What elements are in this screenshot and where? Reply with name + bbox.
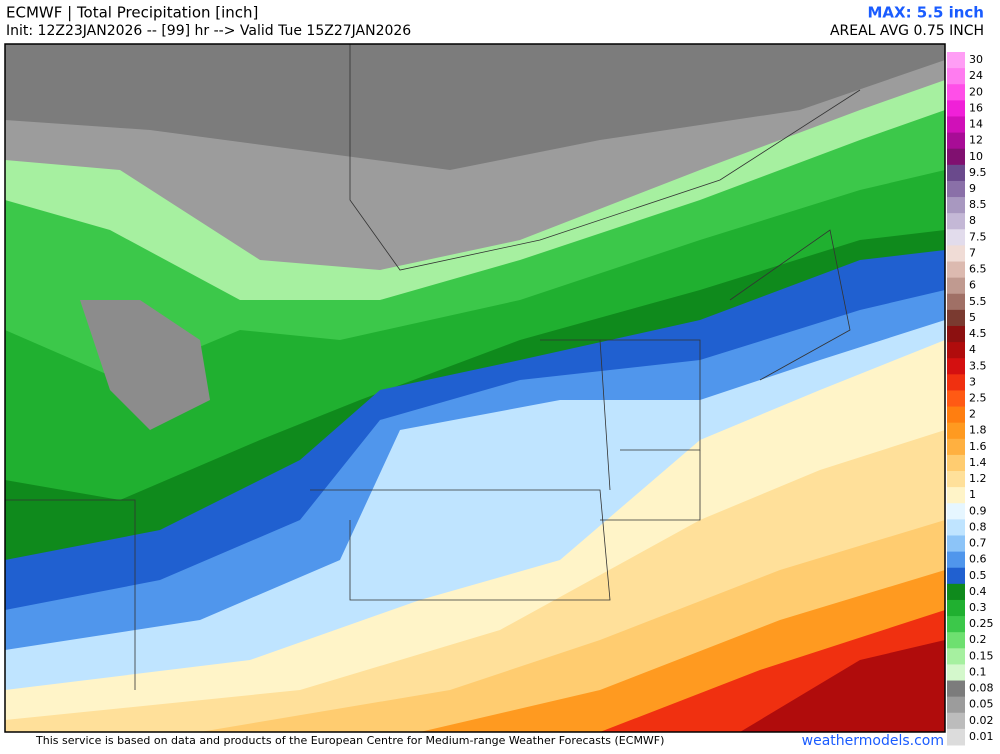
colorbar-swatch (947, 374, 965, 391)
colorbar-label: 0.2 (969, 633, 987, 646)
init-line: Init: 12Z23JAN2026 -- [99] hr --> Valid … (6, 23, 411, 39)
colorbar-swatch (947, 390, 965, 408)
colorbar-swatch (947, 422, 965, 440)
colorbar-swatch (947, 535, 965, 553)
colorbar-swatch (947, 471, 965, 488)
max-label: MAX: 5.5 inch (867, 4, 984, 22)
colorbar-swatch (947, 342, 965, 359)
colorbar-label: 9.5 (969, 166, 987, 179)
colorbar-swatch (947, 180, 965, 198)
colorbar-label: 5.5 (969, 295, 987, 308)
colorbar-label: 8 (969, 214, 976, 227)
colorbar-swatch (947, 100, 965, 117)
title: ECMWF | Total Precipitation [inch] (6, 4, 258, 22)
colorbar-label: 0.4 (969, 585, 987, 598)
colorbar-label: 3.5 (969, 359, 987, 372)
colorbar-label: 1.2 (969, 472, 987, 485)
colorbar-swatch (947, 487, 965, 504)
colorbar-swatch (947, 197, 965, 214)
colorbar-label: 3 (969, 375, 976, 388)
colorbar-swatch (947, 503, 965, 520)
colorbar-label: 2 (969, 408, 976, 421)
colorbar-label: 20 (969, 85, 983, 98)
colorbar-swatch (947, 664, 965, 682)
colorbar-swatch (947, 325, 965, 343)
colorbar-swatch (947, 648, 965, 665)
colorbar-label: 0.15 (969, 649, 994, 662)
colorbar-label: 6.5 (969, 263, 987, 276)
colorbar-swatch (947, 438, 965, 456)
colorbar-label: 6 (969, 279, 976, 292)
colorbar-swatch (947, 599, 965, 617)
colorbar-label: 16 (969, 101, 983, 114)
colorbar-swatch (947, 148, 965, 166)
colorbar-swatch (947, 132, 965, 150)
footer-notice: This service is based on data and produc… (35, 734, 664, 747)
colorbar-label: 0.3 (969, 601, 987, 614)
colorbar-swatch (947, 406, 965, 424)
colorbar-swatch (947, 680, 965, 698)
colorbar-swatch (947, 116, 965, 134)
colorbar-swatch (947, 164, 965, 182)
colorbar-swatch (947, 229, 965, 246)
colorbar-swatch (947, 52, 965, 69)
areal-avg: AREAL AVG 0.75 INCH (830, 23, 984, 39)
colorbar-label: 10 (969, 150, 983, 163)
colorbar-swatch (947, 84, 965, 101)
colorbar-label: 0.25 (969, 617, 994, 630)
colorbar-label: 1.6 (969, 440, 987, 453)
colorbar-swatch (947, 583, 965, 601)
map (4, 43, 946, 733)
colorbar-label: 5 (969, 311, 976, 324)
colorbar-swatch (947, 551, 965, 569)
colorbar-label: 0.5 (969, 569, 987, 582)
colorbar-label: 0.08 (969, 682, 994, 695)
colorbar-label: 1.4 (969, 456, 987, 469)
colorbar-label: 14 (969, 118, 983, 131)
colorbar-label: 0.7 (969, 537, 987, 550)
colorbar-label: 0.1 (969, 665, 987, 678)
colorbar-swatch (947, 309, 965, 327)
colorbar-label: 0.05 (969, 698, 994, 711)
colorbar-label: 0.01 (969, 730, 994, 743)
colorbar-swatch (947, 454, 965, 472)
colorbar-swatch (947, 567, 965, 585)
colorbar-label: 24 (969, 69, 983, 82)
colorbar-label: 1 (969, 488, 976, 501)
colorbar-swatch (947, 728, 965, 746)
colorbar-swatch (947, 632, 965, 649)
colorbar-swatch (947, 261, 965, 279)
colorbar-swatch (947, 358, 965, 375)
colorbar-label: 8.5 (969, 198, 987, 211)
colorbar-label: 9 (969, 182, 976, 195)
footer-site: weathermodels.com (802, 733, 944, 749)
colorbar-label: 4.5 (969, 327, 987, 340)
colorbar-swatch (947, 68, 965, 85)
colorbar-label: 2.5 (969, 392, 987, 405)
colorbar-label: 1.8 (969, 424, 987, 437)
colorbar-swatch (947, 696, 965, 714)
colorbar: 302420161412109.598.587.576.565.554.543.… (947, 52, 994, 746)
colorbar-label: 0.9 (969, 504, 987, 517)
colorbar-swatch (947, 616, 965, 633)
colorbar-swatch (947, 277, 965, 295)
colorbar-label: 0.02 (969, 714, 994, 727)
colorbar-swatch (947, 519, 965, 536)
colorbar-label: 30 (969, 53, 983, 66)
colorbar-swatch (947, 293, 965, 311)
colorbar-label: 12 (969, 134, 983, 147)
colorbar-swatch (947, 712, 965, 730)
colorbar-swatch (947, 245, 965, 263)
colorbar-label: 0.8 (969, 520, 987, 533)
colorbar-label: 7 (969, 246, 976, 259)
colorbar-label: 0.6 (969, 553, 987, 566)
colorbar-swatch (947, 213, 965, 230)
colorbar-label: 4 (969, 343, 976, 356)
colorbar-label: 7.5 (969, 230, 987, 243)
